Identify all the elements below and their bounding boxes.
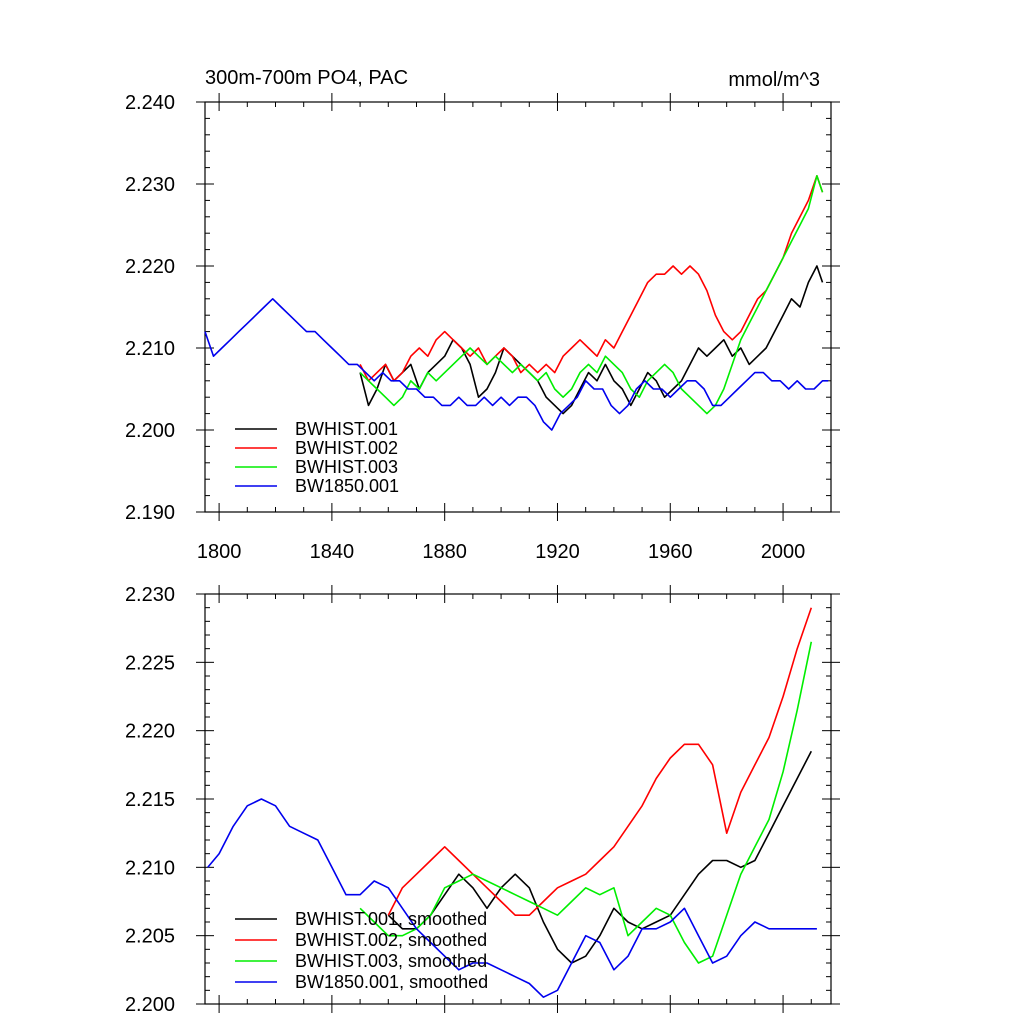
top-y-tick-label: 2.220 xyxy=(125,256,175,278)
top-y-tick-label: 2.230 xyxy=(125,174,175,196)
top-y-tick-label: 2.190 xyxy=(125,502,175,524)
bottom-y-tick-label: 2.210 xyxy=(125,857,175,879)
top-legend-label-0: BWHIST.001 xyxy=(295,419,398,439)
top-y-tick-label: 2.210 xyxy=(125,338,175,360)
top-x-tick-label: 1920 xyxy=(535,541,580,563)
bottom-y-tick-label: 2.225 xyxy=(125,652,175,674)
top-series-line-3 xyxy=(204,297,829,431)
top-axis-ticks: 1800 1840 1880 1920 1960 2000 2.190 2.200 2.210 2… xyxy=(125,92,840,563)
bottom-y-tick-label: 2.230 xyxy=(125,584,175,606)
top-series-line-1 xyxy=(359,175,824,382)
top-plot-frame xyxy=(204,101,832,513)
bottom-series-line-0 xyxy=(387,750,813,964)
top-x-tick-label: 1960 xyxy=(648,541,693,563)
bottom-y-tick-label: 2.205 xyxy=(125,926,175,948)
bottom-series-group xyxy=(207,607,817,999)
top-x-tick-label: 1800 xyxy=(197,541,242,563)
top-x-tick-label: 2000 xyxy=(761,541,806,563)
bottom-legend-label-0: BWHIST.001, smoothed xyxy=(295,909,487,929)
top-units-label: mmol/m^3 xyxy=(728,69,820,91)
bottom-axis-ticks: 2.200 2.205 2.210 2.215 2.220 2.225 2.230 xyxy=(125,584,840,1016)
top-legend-label-2: BWHIST.003 xyxy=(295,457,398,477)
bottom-legend-label-3: BW1850.001, smoothed xyxy=(295,972,488,992)
bottom-series-line-1 xyxy=(387,607,813,917)
bottom-y-tick-label: 2.215 xyxy=(125,789,175,811)
bottom-legend-label-2: BWHIST.003, smoothed xyxy=(295,951,487,971)
bottom-y-tick-label: 2.200 xyxy=(125,994,175,1016)
bottom-y-tick-label: 2.220 xyxy=(125,721,175,743)
top-y-tick-label: 2.200 xyxy=(125,420,175,442)
top-x-tick-label: 1840 xyxy=(310,541,355,563)
bottom-series-line-3 xyxy=(207,798,817,999)
top-series-line-0 xyxy=(359,265,824,415)
top-chart-title: 300m-700m PO4, PAC xyxy=(205,67,408,89)
top-series-line-2 xyxy=(359,175,824,415)
top-legend-label-1: BWHIST.002 xyxy=(295,438,398,458)
bottom-series-line-2 xyxy=(359,641,813,964)
top-y-tick-label: 2.240 xyxy=(125,92,175,114)
top-series-group xyxy=(204,175,829,431)
top-x-tick-label: 1880 xyxy=(422,541,467,563)
bottom-legend-label-1: BWHIST.002, smoothed xyxy=(295,930,487,950)
top-legend-label-3: BW1850.001 xyxy=(295,476,399,496)
